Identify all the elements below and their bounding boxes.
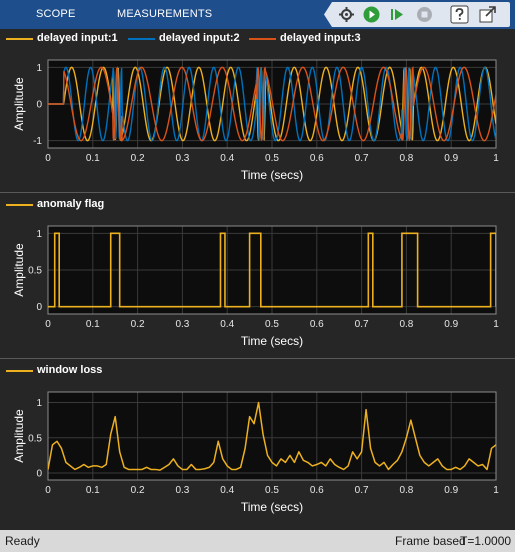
x-tick-label: 0.7 bbox=[355, 485, 369, 496]
x-tick-label: 1 bbox=[493, 319, 499, 330]
x-tick-label: 1 bbox=[493, 485, 499, 496]
y-tick-label: -1 bbox=[33, 136, 42, 147]
x-tick-label: 0.4 bbox=[220, 153, 234, 164]
x-tick-label: 0.2 bbox=[131, 319, 145, 330]
legend-label: window loss bbox=[37, 364, 103, 376]
x-tick-label: 0.1 bbox=[86, 319, 100, 330]
x-tick-label: 0.8 bbox=[399, 153, 413, 164]
x-tick-label: 0.2 bbox=[131, 485, 145, 496]
tab-scope[interactable]: SCOPE bbox=[36, 8, 76, 20]
x-tick-label: 0.1 bbox=[86, 153, 100, 164]
y-axis-label: Amplitude bbox=[12, 77, 26, 131]
x-axis-label: Time (secs) bbox=[241, 334, 303, 348]
x-tick-label: 0.9 bbox=[444, 485, 458, 496]
legend-swatch bbox=[6, 204, 33, 206]
legend-label: delayed input:2 bbox=[159, 32, 240, 44]
plot-frame bbox=[47, 391, 497, 481]
legend-swatch bbox=[249, 38, 276, 40]
y-tick-label: 1 bbox=[36, 398, 42, 409]
series-line-anomaly-flag bbox=[48, 232, 496, 308]
y-tick-label: 1 bbox=[36, 63, 42, 74]
x-tick-label: 0 bbox=[45, 485, 51, 496]
status-time: T=1.0000 bbox=[460, 534, 512, 548]
series-line-2 bbox=[48, 66, 496, 142]
series-line-window-loss bbox=[48, 401, 496, 471]
panel-divider bbox=[0, 192, 515, 193]
step-forward-icon[interactable] bbox=[388, 5, 407, 24]
simulink-settings-icon[interactable] bbox=[337, 5, 356, 24]
x-tick-label: 0.3 bbox=[175, 319, 189, 330]
x-axis-label: Time (secs) bbox=[241, 168, 303, 182]
x-tick-label: 0.5 bbox=[265, 153, 279, 164]
tab-measurements[interactable]: MEASUREMENTS bbox=[117, 8, 213, 20]
x-tick-label: 0.8 bbox=[399, 319, 413, 330]
y-tick-label: 0.5 bbox=[28, 433, 42, 444]
status-ready: Ready bbox=[5, 534, 40, 548]
x-tick-label: 0.7 bbox=[355, 153, 369, 164]
x-axis-label: Time (secs) bbox=[241, 500, 303, 514]
legend-label: anomaly flag bbox=[37, 198, 105, 210]
x-tick-label: 0.4 bbox=[220, 485, 234, 496]
x-tick-label: 0.9 bbox=[444, 319, 458, 330]
x-tick-label: 1 bbox=[493, 153, 499, 164]
x-tick-label: 0.7 bbox=[355, 319, 369, 330]
status-mode: Frame based bbox=[395, 534, 466, 548]
status-bar: Ready Frame based T=1.0000 bbox=[0, 530, 515, 552]
legend-label: delayed input:1 bbox=[37, 32, 118, 44]
y-tick-label: 0 bbox=[36, 100, 42, 111]
panel-divider bbox=[0, 358, 515, 359]
help-icon[interactable] bbox=[450, 5, 469, 24]
x-tick-label: 0.5 bbox=[265, 319, 279, 330]
x-tick-label: 0.6 bbox=[310, 153, 324, 164]
x-tick-label: 0.2 bbox=[131, 153, 145, 164]
x-tick-label: 0.4 bbox=[220, 319, 234, 330]
legend-label: delayed input:3 bbox=[280, 32, 361, 44]
simulation-controls bbox=[324, 2, 510, 27]
x-tick-label: 0 bbox=[45, 319, 51, 330]
x-tick-label: 0.9 bbox=[444, 153, 458, 164]
y-tick-label: 0 bbox=[36, 302, 42, 313]
legend-swatch bbox=[128, 38, 155, 40]
x-tick-label: 0.6 bbox=[310, 485, 324, 496]
legend-swatch bbox=[6, 38, 33, 40]
x-tick-label: 0.5 bbox=[265, 485, 279, 496]
x-tick-label: 0.1 bbox=[86, 485, 100, 496]
y-tick-label: 0.5 bbox=[28, 266, 42, 277]
toolbar: SCOPE MEASUREMENTS bbox=[0, 0, 515, 29]
run-icon[interactable] bbox=[362, 5, 381, 24]
legend-swatch bbox=[6, 370, 33, 372]
x-tick-label: 0.3 bbox=[175, 153, 189, 164]
x-tick-label: 0 bbox=[45, 153, 51, 164]
undock-icon[interactable] bbox=[478, 5, 497, 24]
x-tick-label: 0.6 bbox=[310, 319, 324, 330]
x-tick-label: 0.8 bbox=[399, 485, 413, 496]
y-tick-label: 1 bbox=[36, 229, 42, 240]
y-axis-label: Amplitude bbox=[12, 243, 26, 297]
y-axis-label: Amplitude bbox=[12, 409, 26, 463]
y-tick-label: 0 bbox=[36, 468, 42, 479]
plot-window-loss[interactable]: 0 0.1 0.2 0.3 0.4 0.5 0.6 0.7 0.8 0.9 1 1 0.5 0 Time (… bbox=[0, 382, 515, 528]
stop-icon[interactable] bbox=[415, 5, 434, 24]
x-tick-label: 0.3 bbox=[175, 485, 189, 496]
series-line-3 bbox=[48, 66, 496, 142]
plot-anomaly-flag[interactable]: 0 0.1 0.2 0.3 0.4 0.5 0.6 0.7 0.8 0.9 1 1 0.5 0 Time (… bbox=[0, 216, 515, 358]
